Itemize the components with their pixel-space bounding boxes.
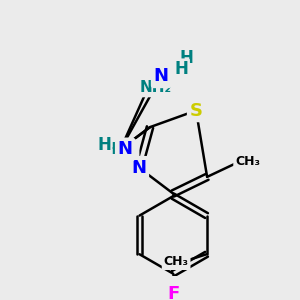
Text: CH₃: CH₃ — [164, 255, 189, 268]
Text: F: F — [167, 285, 179, 300]
Text: N: N — [131, 159, 146, 177]
Text: H: H — [174, 60, 188, 78]
Text: NH₂: NH₂ — [140, 80, 172, 95]
Text: H: H — [97, 136, 111, 154]
Text: S: S — [190, 101, 202, 119]
Text: H–N: H–N — [104, 142, 137, 157]
Text: H: H — [180, 49, 194, 67]
Text: N: N — [154, 68, 169, 85]
Text: CH₃: CH₃ — [235, 155, 260, 168]
Text: N: N — [118, 140, 133, 158]
